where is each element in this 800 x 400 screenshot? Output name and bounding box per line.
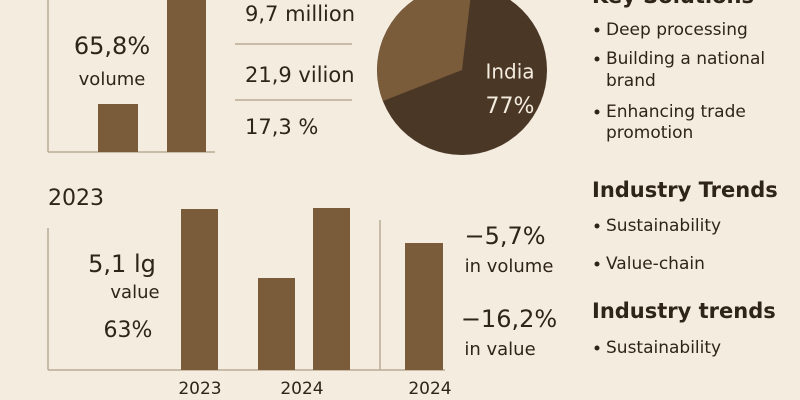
bullet-text: Sustainability <box>606 216 721 236</box>
bar <box>167 0 206 152</box>
bar <box>405 243 443 370</box>
bullet-text: promotion <box>606 123 693 143</box>
bullet <box>594 345 600 351</box>
bullet <box>594 109 600 115</box>
x-label: 2024 <box>408 379 451 399</box>
stat: −16,2% <box>461 305 557 333</box>
bar <box>181 209 218 370</box>
bullet <box>594 56 600 62</box>
caption: in value <box>464 339 535 360</box>
bullet-text: Enhancing trade <box>606 102 746 122</box>
year-label: 2023 <box>48 186 104 211</box>
bullet-text: brand <box>606 71 656 91</box>
pie-slice <box>377 0 471 101</box>
bullet-text: Deep processing <box>606 20 748 40</box>
stat: 21,9 vilion <box>245 63 355 87</box>
pie-label: India <box>485 60 534 84</box>
bullet-text: Building a national <box>606 49 765 69</box>
x-label: 2023 <box>178 379 221 399</box>
section-title: Industry trends <box>592 299 776 323</box>
caption: in volume <box>465 256 554 277</box>
stat: 63% <box>104 318 153 343</box>
bar <box>258 278 295 370</box>
stat: −5,7% <box>464 222 545 250</box>
bar <box>98 104 138 152</box>
x-label: 2024 <box>280 379 323 399</box>
stat: 9,7 million <box>245 2 355 26</box>
bullet-text: Sustainability <box>606 338 721 358</box>
bar <box>313 208 350 370</box>
pie-value: 77% <box>486 94 535 119</box>
bullet-text: Value-chain <box>606 254 705 274</box>
caption: value <box>110 282 159 303</box>
bullet <box>594 27 600 33</box>
stat: 5,1 lg <box>88 250 156 278</box>
stat: 65,8% <box>74 32 150 60</box>
bullet <box>594 261 600 267</box>
stat: 17,3 % <box>245 115 318 139</box>
caption: volume <box>79 69 146 90</box>
section-title: Key Solutions <box>592 0 754 8</box>
section-title: Industry Trends <box>592 178 778 202</box>
bullet <box>594 223 600 229</box>
